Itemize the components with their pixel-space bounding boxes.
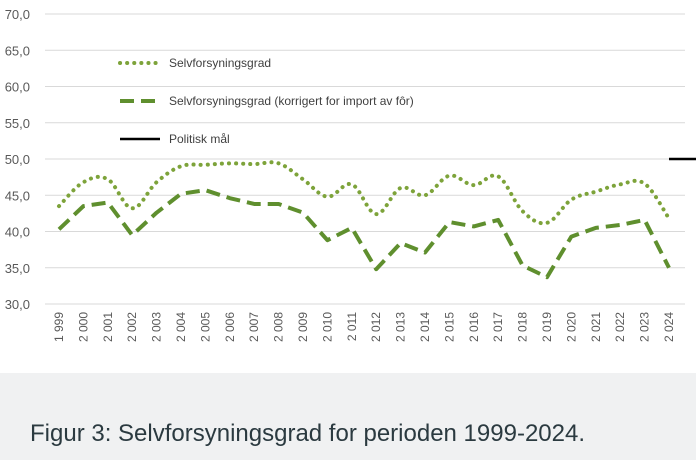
x-tick-label: 2 001 bbox=[101, 312, 115, 342]
x-tick-label: 2 014 bbox=[418, 312, 432, 342]
x-tick-label: 2 020 bbox=[564, 312, 578, 342]
x-tick-label: 2 022 bbox=[613, 312, 627, 342]
y-tick-label: 65,0 bbox=[5, 43, 30, 58]
x-tick-label: 1 999 bbox=[52, 312, 66, 342]
x-tick-label: 2 007 bbox=[247, 312, 261, 342]
y-tick-label: 55,0 bbox=[5, 116, 30, 131]
series-lines bbox=[57, 157, 696, 280]
y-tick-label: 50,0 bbox=[5, 152, 30, 167]
x-axis-tick-labels: 1 999 2 000 2 001 2 002 2 003 2 004 2 005 2 006… bbox=[52, 312, 676, 342]
x-tick-label: 2 013 bbox=[394, 312, 408, 342]
y-tick-label: 70,0 bbox=[5, 7, 30, 22]
legend-label: Selvforsyningsgrad bbox=[169, 56, 271, 70]
x-tick-label: 2 018 bbox=[516, 312, 530, 342]
x-tick-label: 2 011 bbox=[345, 312, 359, 341]
x-tick-label: 2 003 bbox=[150, 312, 164, 342]
x-tick-label: 2 000 bbox=[76, 312, 90, 342]
series-line-dashed bbox=[57, 188, 671, 280]
x-tick-label: 2 023 bbox=[638, 312, 652, 342]
caption-band bbox=[0, 373, 696, 460]
y-tick-label: 45,0 bbox=[5, 188, 30, 203]
x-tick-label: 2 004 bbox=[174, 312, 188, 342]
series-line-dotted bbox=[57, 160, 671, 226]
chart-area: 30,0 35,0 40,0 45,0 50,0 55,0 60,0 65,0 70,0 1 9… bbox=[4, 7, 696, 343]
x-tick-label: 2 015 bbox=[442, 312, 456, 342]
legend-label: Selvforsyningsgrad (korrigert for import… bbox=[169, 94, 414, 108]
y-tick-label: 35,0 bbox=[5, 261, 30, 276]
y-tick-label: 40,0 bbox=[5, 225, 30, 240]
x-tick-label: 2 024 bbox=[662, 312, 676, 342]
y-tick-label: 30,0 bbox=[5, 297, 30, 312]
y-tick-label: 60,0 bbox=[5, 80, 30, 95]
x-tick-label: 2 005 bbox=[198, 312, 212, 342]
x-tick-label: 2 008 bbox=[272, 312, 286, 342]
x-tick-label: 2 019 bbox=[540, 312, 554, 342]
legend-label: Politisk mål bbox=[169, 132, 230, 146]
x-tick-label: 2 021 bbox=[589, 312, 603, 342]
x-tick-label: 2 009 bbox=[296, 312, 310, 342]
line-chart: 30,0 35,0 40,0 45,0 50,0 55,0 60,0 65,0 70,0 1 9… bbox=[5, 7, 696, 342]
legend: Selvforsyningsgrad Selvforsyningsgrad (ko… bbox=[118, 56, 414, 146]
y-axis-tick-labels: 30,0 35,0 40,0 45,0 50,0 55,0 60,0 65,0 70,0 bbox=[5, 7, 30, 312]
x-tick-label: 2 002 bbox=[125, 312, 139, 342]
x-tick-label: 2 012 bbox=[369, 312, 383, 342]
gridlines bbox=[45, 13, 685, 305]
x-tick-label: 2 017 bbox=[491, 312, 505, 342]
x-tick-label: 2 010 bbox=[320, 312, 334, 342]
x-tick-label: 2 016 bbox=[467, 312, 481, 342]
figure-caption: Figur 3: Selvforsyningsgrad for perioden… bbox=[30, 420, 585, 447]
x-tick-label: 2 006 bbox=[223, 312, 237, 342]
